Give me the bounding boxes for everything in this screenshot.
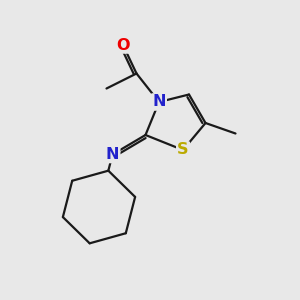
Text: N: N [152,94,166,110]
Text: O: O [116,38,130,52]
Text: N: N [106,147,119,162]
Text: S: S [177,142,189,158]
